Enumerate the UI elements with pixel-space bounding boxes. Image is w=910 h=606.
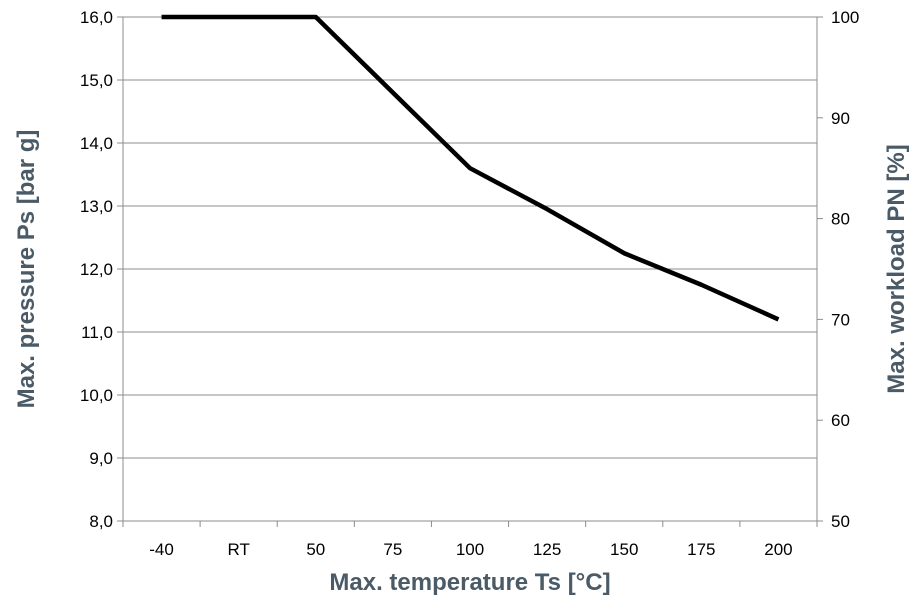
x-tick-label: 100 [456, 540, 484, 559]
y-axis-right-title: Max. workload PN [%] [883, 144, 910, 393]
y-tick-label: 13,0 [80, 197, 113, 216]
x-axis-ticks: -40 RT 50 75 100 125 150 175 200 [122, 521, 818, 559]
y-right-tick-label: 100 [831, 8, 859, 27]
x-tick-label: 175 [687, 540, 715, 559]
y-right-tick-label: 50 [831, 512, 850, 531]
x-tick-label: RT [227, 540, 249, 559]
series [161, 14, 780, 322]
x-axis-title: Max. temperature Ts [°C] [329, 569, 610, 596]
x-tick-label: -40 [149, 540, 174, 559]
x-tick-label: 125 [533, 540, 561, 559]
x-tick-label: 50 [306, 540, 325, 559]
y-axis-left-ticks: 8,0 9,0 10,0 11,0 12,0 13,0 14,0 15,0 16,0 [80, 8, 123, 531]
y-right-tick-label: 80 [831, 210, 850, 229]
y-tick-label: 15,0 [80, 71, 113, 90]
y-axis-right-ticks: 50 60 70 80 90 100 [817, 8, 859, 531]
y-tick-label: 8,0 [89, 512, 113, 531]
y-tick-label: 16,0 [80, 8, 113, 27]
x-tick-label: 200 [764, 540, 792, 559]
y-right-tick-label: 90 [831, 109, 850, 128]
gridlines [123, 16, 817, 459]
y-tick-label: 14,0 [80, 134, 113, 153]
y-tick-label: 11,0 [81, 323, 113, 342]
x-tick-label: 150 [610, 540, 638, 559]
x-tick-label: 75 [383, 540, 402, 559]
y-tick-label: 9,0 [89, 449, 113, 468]
y-axis-left-title: Max. pressure Ps [bar g] [13, 130, 40, 409]
y-right-tick-label: 60 [831, 411, 850, 430]
y-tick-label: 10,0 [80, 386, 113, 405]
y-tick-label: 12,0 [80, 260, 113, 279]
y-right-tick-label: 70 [831, 310, 850, 329]
